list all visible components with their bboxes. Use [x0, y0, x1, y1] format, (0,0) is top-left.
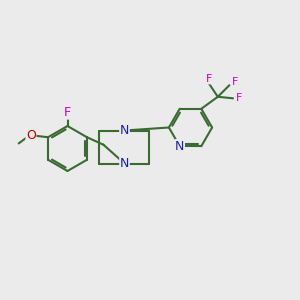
- Text: N: N: [175, 140, 184, 153]
- Text: F: F: [236, 93, 243, 103]
- Text: O: O: [26, 129, 36, 142]
- Text: F: F: [231, 77, 238, 87]
- Text: N: N: [120, 124, 129, 137]
- Text: F: F: [206, 74, 213, 84]
- Text: N: N: [120, 157, 129, 170]
- Text: F: F: [64, 106, 71, 119]
